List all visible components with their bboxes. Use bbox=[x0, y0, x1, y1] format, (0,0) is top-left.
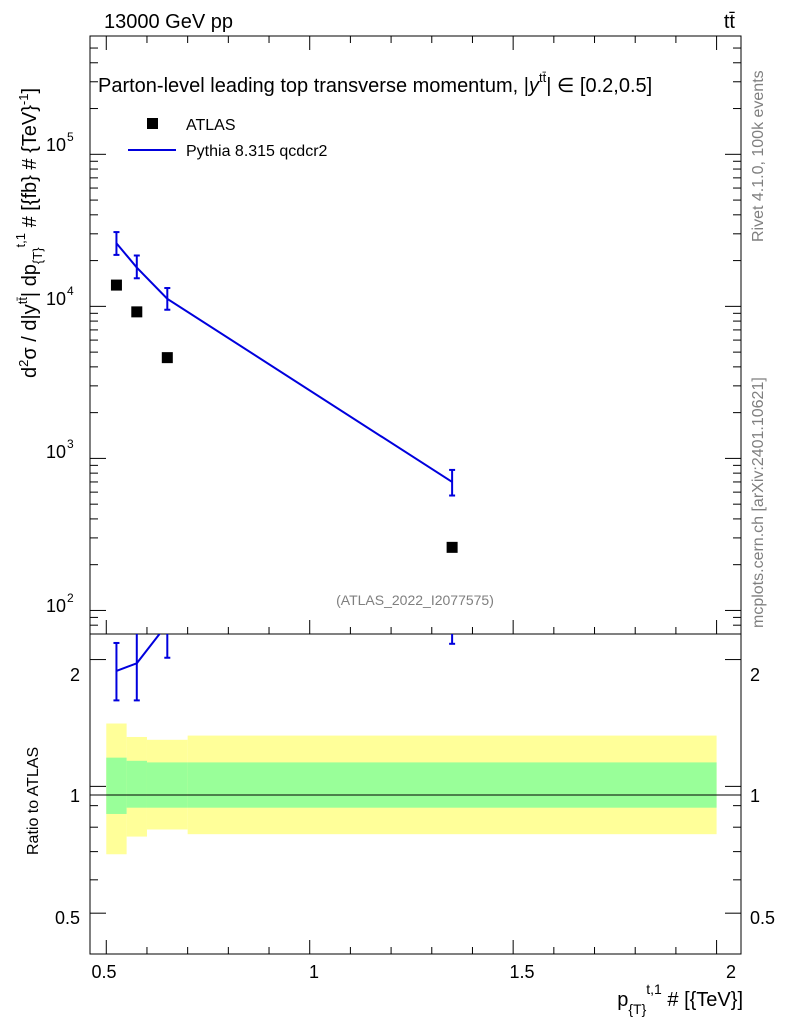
legend-pythia-label: Pythia 8.315 qcdcr2 bbox=[186, 143, 328, 160]
ratio-band-inner-3 bbox=[187, 762, 717, 808]
ratio-tick-label-0.5: 0.5 bbox=[55, 908, 80, 928]
ratio-bands bbox=[106, 723, 717, 855]
svg-text:3: 3 bbox=[67, 437, 74, 451]
svg-text:5: 5 bbox=[67, 130, 74, 144]
header-right: tt̄ bbox=[724, 11, 736, 33]
svg-text:10: 10 bbox=[46, 289, 66, 309]
atlas-point bbox=[131, 306, 143, 318]
svg-text:4: 4 bbox=[67, 284, 74, 298]
ratio-band-inner-1 bbox=[126, 760, 147, 808]
y-tick-label-1e4: 10 4 bbox=[46, 284, 74, 309]
y-tick-label-1e5: 10 5 bbox=[46, 130, 74, 155]
atlas-point bbox=[110, 279, 122, 291]
atlas-point bbox=[161, 352, 173, 364]
ratio-tick-label-1: 1 bbox=[70, 786, 80, 806]
ratio-tick-label-right-0.5: 0.5 bbox=[750, 908, 775, 928]
svg-text:10: 10 bbox=[46, 596, 66, 616]
ratio-band-inner-0 bbox=[106, 757, 127, 814]
x-axis-label: p{T}t,1 # [{TeV}] bbox=[617, 981, 743, 1017]
axis-ticks bbox=[90, 35, 741, 954]
pythia-line bbox=[115, 242, 453, 483]
ratio-frame bbox=[89, 633, 742, 955]
legend-atlas-marker bbox=[147, 118, 158, 129]
x-tick-label-1: 1 bbox=[309, 962, 319, 982]
chart-title: Parton-level leading top transverse mome… bbox=[98, 70, 652, 97]
svg-text:10: 10 bbox=[46, 135, 66, 155]
ratio-pythia-line bbox=[116, 634, 161, 672]
svg-text:2: 2 bbox=[67, 591, 74, 605]
ratio-plot-marks bbox=[113, 634, 456, 702]
y-tick-label-1e2: 10 2 bbox=[46, 591, 74, 616]
atlas-point bbox=[446, 541, 458, 553]
y-tick-label-1e3: 10 3 bbox=[46, 437, 74, 462]
x-tick-label-2: 2 bbox=[726, 962, 736, 982]
ratio-tick-label-right-1: 1 bbox=[750, 786, 760, 806]
main-plot-marks bbox=[110, 231, 458, 553]
x-tick-label-1.5: 1.5 bbox=[509, 962, 534, 982]
x-tick-label-0.5: 0.5 bbox=[91, 962, 116, 982]
ratio-tick-label-2: 2 bbox=[70, 665, 80, 685]
ratio-y-axis-label: Ratio to ATLAS bbox=[25, 747, 42, 855]
y-axis-label: d2σ / d|ytt̄| dp{T}t,1 # [{fb} # {TeV}-1… bbox=[13, 88, 45, 378]
legend-atlas-label: ATLAS bbox=[186, 117, 236, 134]
svg-text:10: 10 bbox=[46, 442, 66, 462]
ratio-tick-label-right-2: 2 bbox=[750, 665, 760, 685]
analysis-watermark: (ATLAS_2022_I2077575) bbox=[336, 592, 494, 608]
rivet-label: Rivet 4.1.0, 100k events bbox=[750, 70, 767, 242]
mcplots-label: mcplots.cern.ch [arXiv:2401.10621] bbox=[750, 377, 767, 628]
ratio-band-inner-2 bbox=[146, 762, 188, 808]
header-left: 13000 GeV pp bbox=[104, 11, 233, 33]
